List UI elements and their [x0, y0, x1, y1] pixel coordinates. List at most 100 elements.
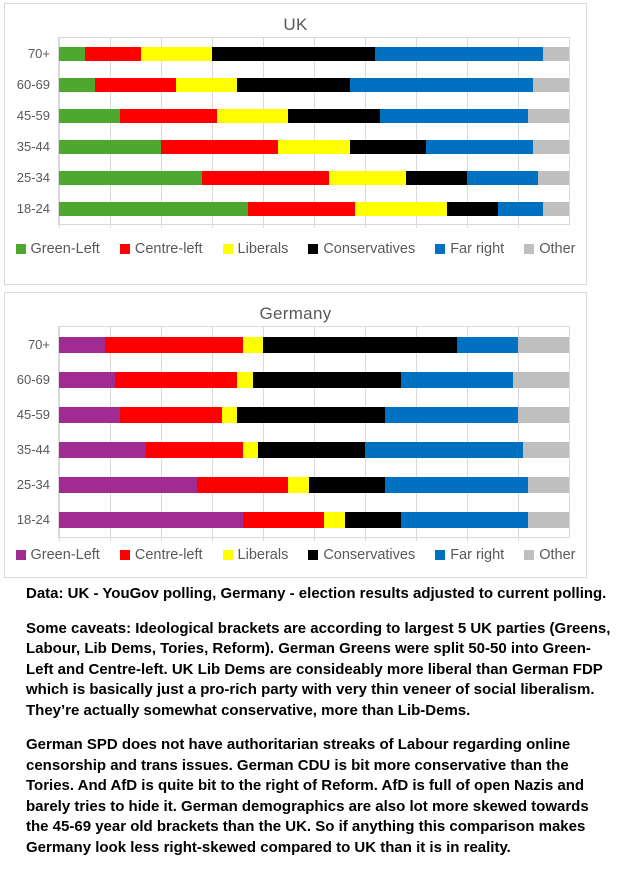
legend-label: Liberals	[237, 547, 289, 563]
bar-segment-liberals	[217, 108, 289, 123]
bar-segment-other	[528, 476, 569, 493]
legend-swatch-icon	[222, 550, 233, 560]
bar-segment-centre-left	[94, 77, 177, 92]
bar-segment-other	[523, 441, 569, 458]
bar-segment-green-left	[59, 371, 116, 388]
bar-row: 18-24	[17, 502, 569, 537]
legend-item: Centre-left	[119, 547, 203, 563]
bar-segment-centre-left	[115, 371, 238, 388]
notes-block: Data: UK - YouGov polling, Germany - ele…	[26, 584, 612, 873]
bar-segment-green-left	[59, 77, 95, 92]
chart-title: UK	[283, 15, 308, 34]
bar-row: 35-44	[17, 432, 569, 467]
stacked-bar	[59, 441, 569, 458]
bar-segment-green-left	[59, 476, 197, 493]
data-source-note: Data: UK - YouGov polling, Germany - ele…	[26, 585, 607, 602]
bar-segment-conservatives	[262, 336, 457, 353]
bar-segment-green-left	[59, 441, 146, 458]
bar-segment-green-left	[59, 170, 202, 185]
bar-segment-green-left	[59, 406, 121, 423]
bar-segment-green-left	[59, 201, 248, 216]
bar-segment-liberals	[354, 201, 447, 216]
bar-row: 45-59	[17, 397, 569, 432]
bar-segment-centre-left	[201, 170, 330, 185]
stacked-bar	[59, 139, 569, 154]
bar-segment-liberals	[242, 336, 263, 353]
stacked-bar	[59, 336, 569, 353]
legend-label: Centre-left	[134, 547, 203, 563]
bar-segment-liberals	[140, 46, 212, 61]
category-label: 18-24	[16, 201, 50, 216]
legend-label: Centre-left	[134, 241, 203, 257]
category-label: 25-34	[16, 170, 50, 185]
stacked-bar	[59, 371, 569, 388]
uk-legend: Green-Left Centre-left Liberals Conservativ…	[5, 241, 586, 257]
bar-segment-green-left	[59, 336, 105, 353]
bar-segment-other	[533, 139, 569, 154]
legend-item: Other	[524, 547, 575, 563]
germany-legend: Green-Left Centre-left Liberals Conservativ…	[5, 547, 586, 563]
bar-segment-green-left	[59, 511, 243, 528]
bar-row: 45-59	[17, 100, 569, 131]
bar-segment-conservatives	[349, 139, 427, 154]
legend-swatch-icon	[435, 244, 446, 254]
bar-segment-other	[517, 336, 569, 353]
legend-swatch-icon	[308, 244, 319, 254]
legend-label: Green-Left	[30, 547, 100, 563]
germany-plot-area: 70+ 60-69 45-59 35-44 25-34 18-24	[17, 326, 570, 541]
bar-segment-green-left	[59, 46, 85, 61]
bar-segment-liberals	[242, 441, 258, 458]
bar-segment-other	[528, 108, 569, 123]
legend-label: Other	[539, 241, 576, 257]
germany-chart: Germany 70+ 60-69 45-59 35-44 25-34 18-24 Gre…	[4, 292, 587, 578]
category-label: 35-44	[16, 139, 50, 154]
category-label: 60-69	[16, 372, 50, 387]
legend-swatch-icon	[15, 550, 26, 560]
legend-swatch-icon	[308, 550, 319, 560]
category-label: 25-34	[16, 477, 50, 492]
caveats-paragraph: Some caveats: Ideological brackets are a…	[26, 619, 611, 719]
bar-segment-conservatives	[446, 201, 498, 216]
bar-segment-far-right	[375, 46, 544, 61]
category-label: 45-59	[16, 407, 50, 422]
legend-label: Liberals	[237, 241, 289, 257]
bar-segment-centre-left	[145, 441, 243, 458]
bar-segment-liberals	[324, 511, 345, 528]
stacked-bar	[59, 170, 569, 185]
bar-segment-conservatives	[344, 511, 401, 528]
comparison-paragraph: German SPD does not have authoritarian s…	[26, 736, 589, 857]
category-label: 35-44	[16, 442, 50, 457]
chart-title: Germany	[259, 304, 332, 323]
uk-plot-area: 70+ 60-69 45-59 35-44 25-34 18-24	[17, 37, 570, 228]
legend-item: Far right	[435, 241, 504, 257]
bar-segment-other	[528, 511, 569, 528]
bar-segment-other	[543, 201, 569, 216]
bar-row: 60-69	[17, 69, 569, 100]
legend-item: Green-Left	[15, 547, 100, 563]
bar-segment-centre-left	[161, 139, 279, 154]
bar-segment-conservatives	[237, 406, 386, 423]
stacked-bar	[59, 406, 569, 423]
legend-swatch-icon	[119, 244, 130, 254]
legend-item: Green-Left	[15, 241, 100, 257]
bar-row: 70+	[28, 327, 569, 362]
legend-label: Green-Left	[30, 241, 100, 257]
category-label: 70+	[27, 46, 50, 61]
bar-segment-far-right	[385, 406, 518, 423]
bar-segment-centre-left	[247, 201, 355, 216]
bar-segment-liberals	[237, 371, 253, 388]
bar-segment-conservatives	[252, 371, 401, 388]
bar-segment-other	[538, 170, 569, 185]
bar-segment-liberals	[176, 77, 238, 92]
bar-segment-centre-left	[120, 406, 223, 423]
stacked-bar	[59, 46, 569, 61]
bar-segment-liberals	[288, 476, 309, 493]
legend-item: Other	[524, 241, 575, 257]
bar-row: 25-34	[17, 162, 569, 193]
legend-item: Conservatives	[308, 547, 415, 563]
legend-swatch-icon	[524, 550, 535, 560]
bar-row: 35-44	[17, 131, 569, 162]
bar-row: 25-34	[17, 467, 569, 502]
uk-chart: UK 70+ 60-69 45-59 35-44 25-34 18-24 Green-Le…	[4, 3, 587, 285]
bar-segment-liberals	[222, 406, 238, 423]
